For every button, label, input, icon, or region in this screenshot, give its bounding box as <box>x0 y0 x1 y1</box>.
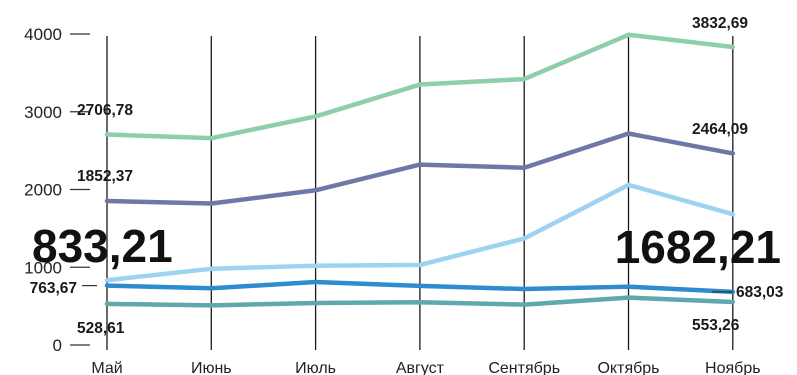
y-tick-label: 3000 <box>24 103 62 122</box>
y-axis: 0 1000 2000 3000 4000 <box>24 25 90 355</box>
value-labels: 2706,78 3832,69 1852,37 2464,09 833,21 1682,2… <box>30 15 784 337</box>
series-end-label: 3832,69 <box>692 15 748 32</box>
series-start-label: 2706,78 <box>77 102 133 119</box>
series-end-label: 1682,21 <box>615 221 781 273</box>
x-tick-label: Сентябрь <box>488 360 560 375</box>
y-tick-label: 4000 <box>24 25 62 44</box>
x-tick-label: Август <box>396 360 445 375</box>
x-axis: Май Июнь Июль Август Сентябрь Октябрь Ноябрь <box>91 360 760 375</box>
series-start-label: 763,67 <box>30 280 77 297</box>
series-line <box>104 295 736 308</box>
series-end-label: 553,26 <box>692 317 740 334</box>
series-end-label: 2464,09 <box>692 121 748 138</box>
series-line <box>104 131 736 206</box>
series-start-label: 528,61 <box>77 320 125 337</box>
y-tick-label: 1000 <box>24 258 62 277</box>
vertical-grid <box>106 36 734 350</box>
series-line <box>104 182 736 283</box>
x-tick-label: Июнь <box>191 360 232 375</box>
series-line <box>104 279 736 295</box>
series-end-label: 683,03 <box>736 284 784 301</box>
series-lines <box>104 32 736 308</box>
x-tick-label: Октябрь <box>597 360 659 375</box>
series-line <box>104 32 736 141</box>
x-tick-label: Июль <box>295 360 336 375</box>
series-start-label: 1852,37 <box>77 168 133 185</box>
y-tick-label: 2000 <box>24 181 62 200</box>
y-tick-label: 0 <box>53 336 62 355</box>
series-start-label: 833,21 <box>32 220 173 272</box>
x-tick-label: Ноябрь <box>705 360 761 375</box>
x-tick-label: Май <box>91 360 122 375</box>
